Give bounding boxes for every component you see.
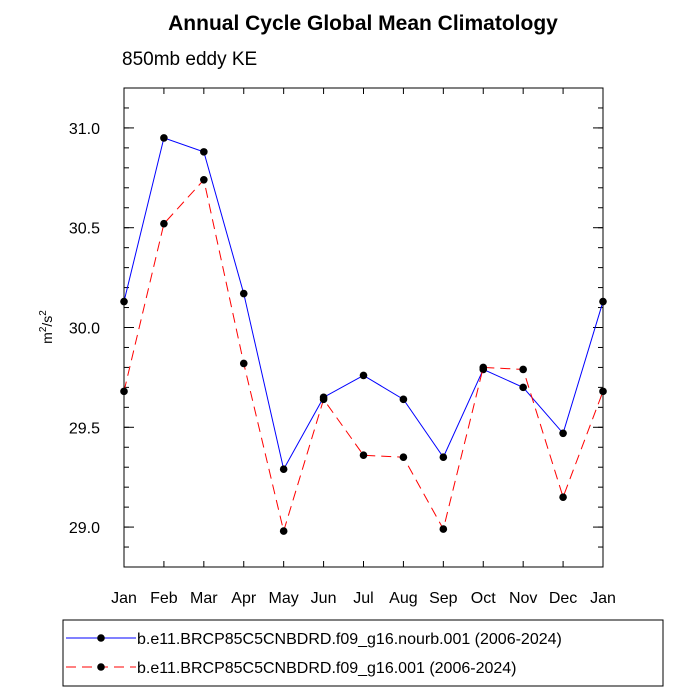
chart-title: Annual Cycle Global Mean Climatology <box>168 12 558 35</box>
legend-marker-1 <box>97 634 105 642</box>
series-2-point <box>519 365 527 374</box>
series-1-point <box>399 395 408 404</box>
series-1-point <box>160 134 168 142</box>
plot-frame <box>123 87 604 568</box>
series-1-point <box>519 383 527 392</box>
series-1-point <box>599 297 607 306</box>
series-1-point <box>200 148 208 156</box>
series-1 <box>120 134 607 474</box>
x-tick-label: Jan <box>590 590 616 607</box>
y-tick-label: 30.5 <box>69 221 100 238</box>
x-tick-label: May <box>269 590 299 607</box>
chart-subtitle: 850mb eddy KE <box>122 49 257 70</box>
series-1-point <box>359 371 368 380</box>
y-axis-label-exponent-2: 2 <box>38 310 49 316</box>
legend-label-1: b.e11.BRCP85C5CNBDRD.f09_g16.nourb.001 (… <box>137 631 562 648</box>
x-tick-label: Oct <box>471 590 496 607</box>
series-2-point <box>599 387 607 396</box>
series-1-line <box>123 137 604 471</box>
y-axis-label-exponent-1: 2 <box>38 326 49 332</box>
legend: b.e11.BRCP85C5CNBDRD.f09_g16.nourb.001 (… <box>62 619 664 687</box>
series-2-point <box>359 451 368 460</box>
y-axis-label-base: m <box>39 332 55 344</box>
legend-marker-2 <box>97 663 105 671</box>
x-tick-label: Jul <box>353 590 373 607</box>
y-tick-label: 29.0 <box>69 520 100 537</box>
x-tick-label: Dec <box>549 590 577 607</box>
legend-box <box>62 619 664 687</box>
svg-text:m2/s2: m2/s2 <box>38 310 55 344</box>
x-tick-label: Feb <box>150 590 178 607</box>
x-tick-label: Jan <box>111 590 137 607</box>
y-tick-label: 29.5 <box>69 420 100 437</box>
series-2-point <box>559 493 567 501</box>
series-2-line <box>123 178 604 533</box>
x-tick-label: Apr <box>231 590 257 607</box>
series-2-point <box>160 219 168 228</box>
x-tick-label: Mar <box>190 590 218 607</box>
series-1-point <box>559 429 567 438</box>
series-2-point <box>279 527 288 535</box>
series-layer <box>120 134 607 535</box>
series-2-point <box>399 453 408 462</box>
x-tick-label: Sep <box>429 590 458 607</box>
series-2-point <box>120 387 128 396</box>
series-1-point <box>239 289 248 298</box>
x-tick-label: Nov <box>509 590 537 607</box>
series-2-point <box>200 176 208 184</box>
series-2-point <box>319 395 328 404</box>
series-1-point <box>439 453 448 462</box>
series-1-point <box>120 297 128 306</box>
series-2 <box>120 176 607 535</box>
y-axis-label: m2/s2 <box>38 310 55 344</box>
legend-label-2: b.e11.BRCP85C5CNBDRD.f09_g16.001 (2006-2… <box>137 660 516 677</box>
x-tick-label: Aug <box>389 590 417 607</box>
series-2-point <box>439 525 448 533</box>
x-tick-label: Jun <box>311 590 337 607</box>
y-tick-label: 30.0 <box>69 321 100 338</box>
series-2-point <box>239 359 248 368</box>
y-axis-label-sep: /s <box>39 316 55 327</box>
series-1-point <box>279 465 288 474</box>
axes: Jan Feb Mar Apr May Jun Jul Aug Sep Oct Nov Dec Jan 2… <box>69 87 616 607</box>
series-2-point <box>479 363 488 372</box>
y-tick-label: 31.0 <box>69 121 100 138</box>
